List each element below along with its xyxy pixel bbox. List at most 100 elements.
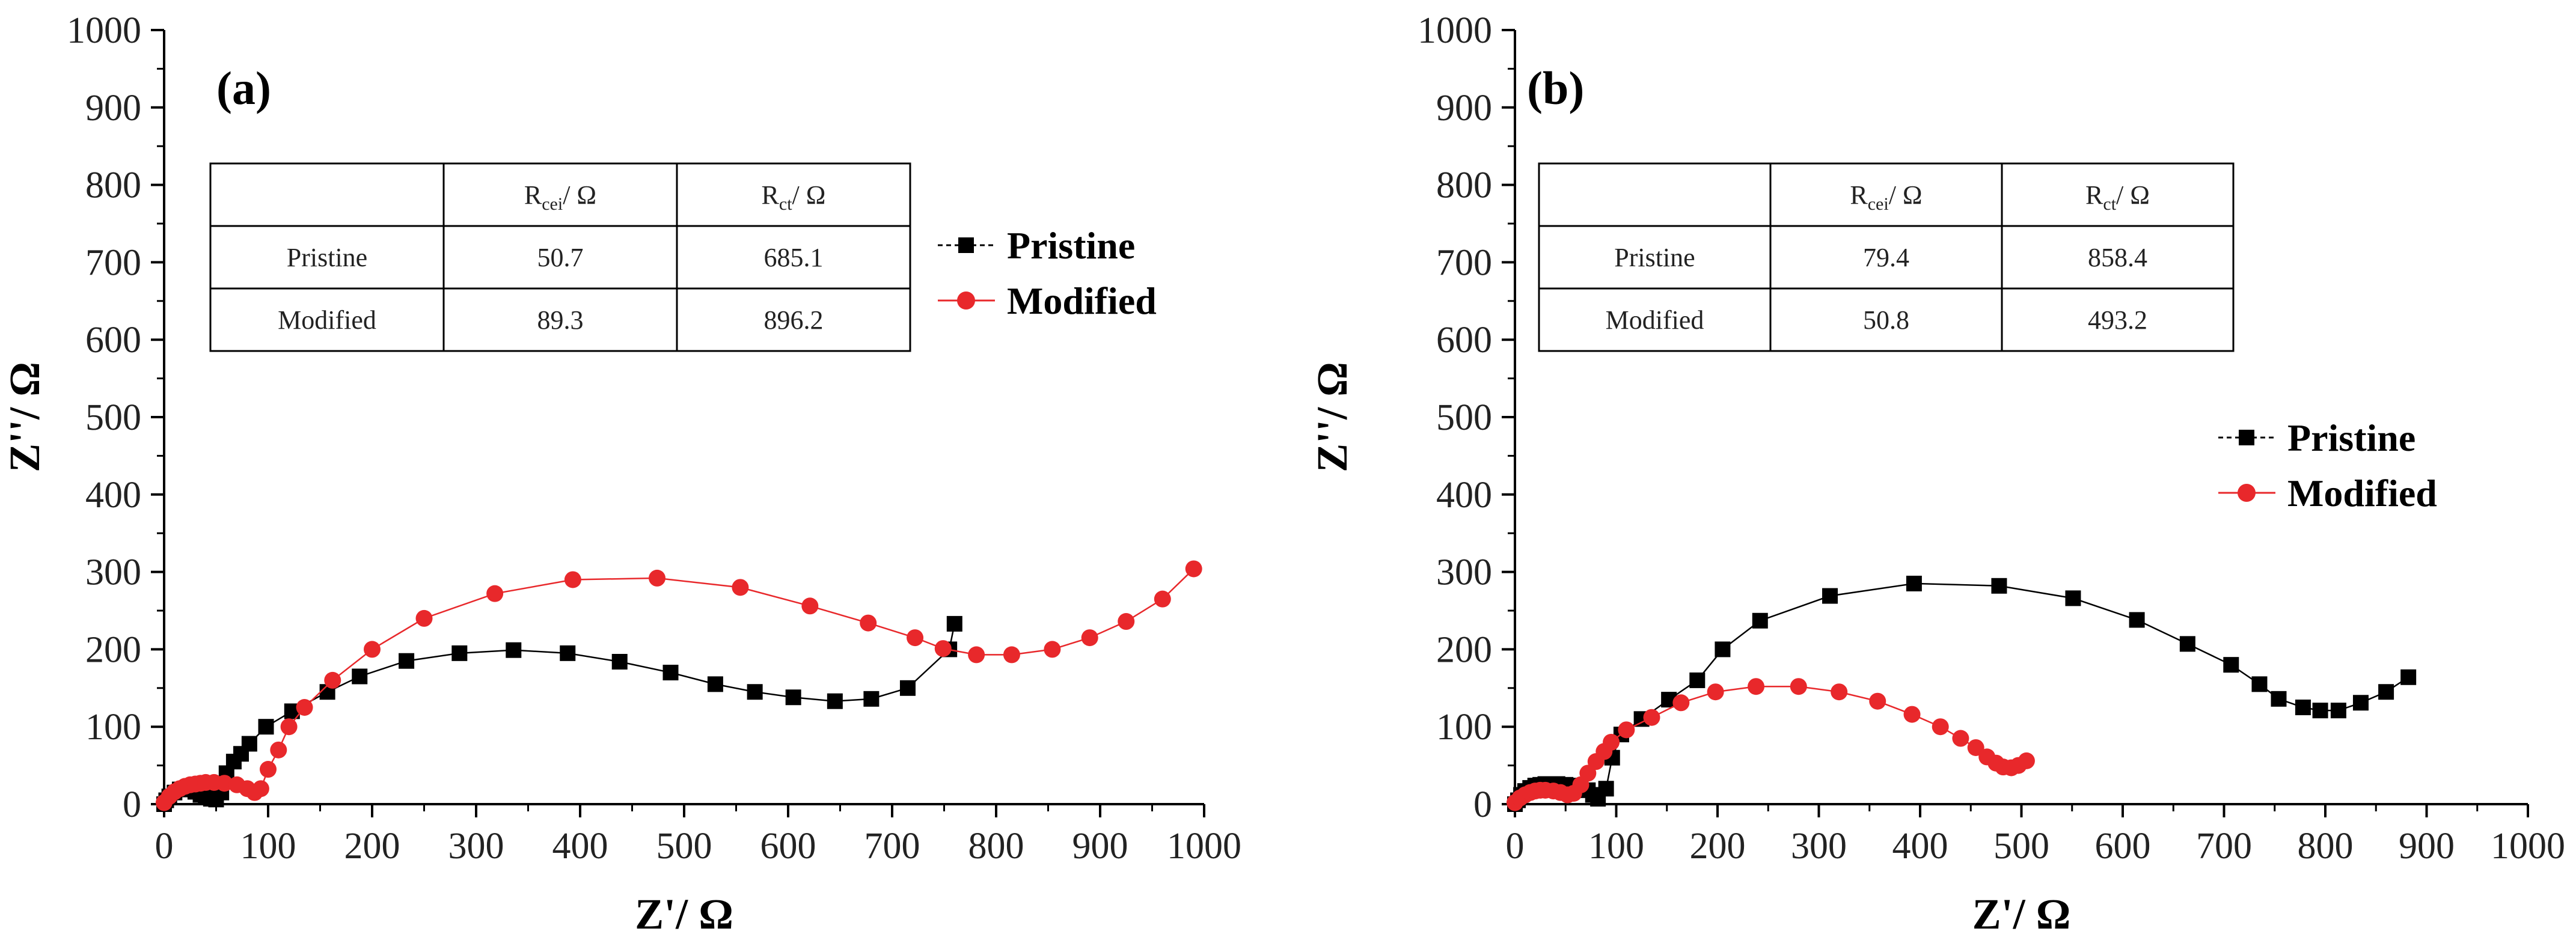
x-tick-label: 500 [656, 826, 712, 867]
data-point [747, 684, 763, 700]
legend-label: Pristine [1007, 224, 1135, 267]
table-header: Rct/ Ω [2085, 180, 2150, 214]
x-tick-label: 600 [760, 826, 816, 867]
y-tick-label: 1000 [1418, 10, 1492, 51]
data-point [732, 579, 749, 596]
data-point [252, 780, 269, 798]
data-point [2330, 703, 2346, 719]
x-axis-title: Z'/ Ω [1972, 890, 2071, 938]
data-point [2018, 752, 2035, 769]
x-tick-label: 100 [240, 826, 296, 867]
data-point [270, 741, 287, 758]
data-point [801, 597, 819, 615]
series-pristine [1507, 575, 2417, 812]
data-point [1967, 739, 1984, 756]
data-point [1831, 683, 1848, 701]
x-tick-label: 200 [344, 826, 400, 867]
table-header-main: R [524, 180, 542, 210]
x-tick-label: 800 [968, 826, 1024, 867]
legend-marker [958, 237, 974, 253]
data-point [946, 615, 962, 632]
table-header-unit: / Ω [2116, 180, 2150, 210]
data-point [1906, 575, 1922, 591]
y-tick-label: 800 [1436, 165, 1492, 206]
data-point [707, 676, 723, 692]
data-point [324, 671, 341, 689]
y-tick-label: 200 [85, 629, 141, 670]
data-point [241, 736, 257, 752]
data-point [1081, 629, 1098, 647]
x-tick-label: 700 [2196, 826, 2252, 867]
data-point [2129, 612, 2145, 628]
x-tick-label: 500 [1993, 826, 2049, 867]
y-tick-label: 0 [1473, 784, 1492, 825]
data-point [2295, 700, 2311, 715]
legend-marker [2239, 430, 2254, 445]
y-tick-label: 300 [1436, 552, 1492, 593]
table-header-sub: cei [1868, 194, 1889, 214]
data-point [1003, 646, 1020, 664]
table-border [1538, 162, 2235, 352]
data-point [1689, 672, 1706, 688]
legend-label: Modified [2287, 472, 2437, 514]
data-point [1185, 560, 1202, 578]
table-header-main: R [762, 180, 780, 210]
table-cell: 685.1 [764, 243, 824, 272]
data-point [1672, 694, 1690, 712]
panel-label: (b) [1527, 62, 1584, 114]
data-point [1748, 678, 1765, 695]
data-point [1952, 730, 1969, 747]
table-header: Rcei/ Ω [524, 180, 596, 214]
data-point [2352, 695, 2369, 711]
data-point [1715, 641, 1731, 658]
table-cell: Pristine [1614, 243, 1695, 272]
data-point [899, 680, 916, 696]
series-modified [1507, 678, 2035, 811]
x-tick-label: 800 [2298, 826, 2354, 867]
x-tick-label: 200 [1690, 826, 1746, 867]
series-line [164, 568, 1195, 804]
y-tick-label: 400 [85, 475, 141, 516]
table-header-unit: / Ω [1889, 180, 1923, 210]
panel-label: (a) [216, 62, 271, 114]
table-border [209, 162, 911, 352]
data-point [1932, 718, 1949, 736]
x-tick-label: 300 [448, 826, 504, 867]
legend-label: Pristine [2287, 417, 2415, 459]
table-cell: 50.7 [537, 243, 584, 272]
chart-panel-a: 0 100 200 300 400 500 600 700 800 900 1000 0 100 200 3… [1, 10, 1241, 938]
y-tick-label: 900 [1436, 88, 1492, 129]
x-axis-title: Z'/ Ω [635, 890, 733, 938]
table-header-sub: cei [542, 194, 563, 214]
data-point [364, 641, 381, 658]
data-point [827, 693, 843, 709]
table-cell: 896.2 [764, 305, 824, 335]
data-point [1991, 578, 2007, 594]
x-tick-label: 0 [155, 826, 174, 867]
data-point [2065, 590, 2081, 606]
data-point [415, 609, 433, 627]
table-cell: Pristine [287, 243, 367, 272]
data-point [1044, 641, 1061, 658]
data-point [2251, 676, 2268, 692]
chart-panel-b: 0 100 200 300 400 500 600 700 800 900 1000 0 100 200 3… [1308, 10, 2565, 938]
table-cell: 79.4 [1863, 243, 1909, 272]
data-point [352, 668, 368, 685]
x-tick-label: 300 [1791, 826, 1847, 867]
x-tick-label: 1000 [1167, 826, 1241, 867]
data-point [1118, 613, 1135, 630]
data-point [1707, 683, 1724, 701]
y-tick-label: 700 [85, 242, 141, 283]
y-tick-label: 500 [1436, 397, 1492, 438]
legend: Pristine Modified [2218, 417, 2437, 514]
data-point [1752, 612, 1768, 629]
data-point [860, 614, 877, 632]
table-header-unit: / Ω [792, 180, 826, 210]
series-line [163, 623, 956, 805]
data-point [1822, 588, 1838, 604]
data-point [1903, 706, 1921, 723]
data-point [451, 645, 468, 661]
table-cell: 493.2 [2088, 305, 2147, 335]
table-header-sub: ct [779, 194, 792, 214]
